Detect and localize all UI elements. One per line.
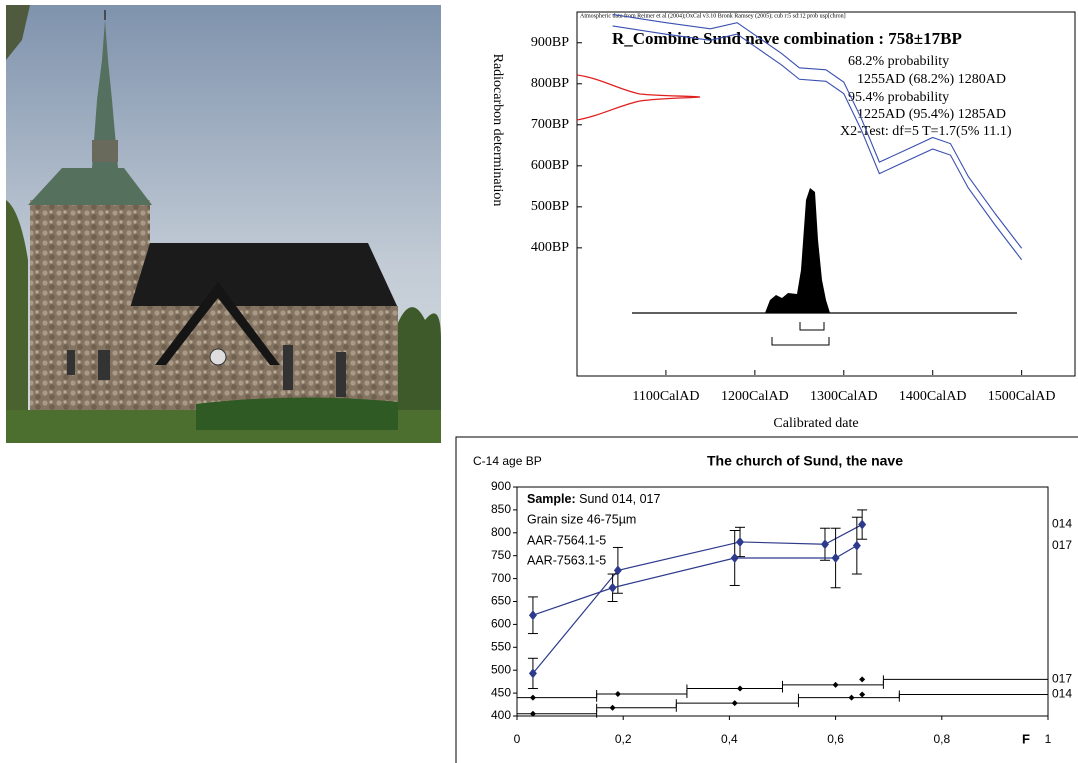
church-photo [6, 5, 441, 443]
y-tick-label: 900 [491, 479, 511, 493]
measured-distribution [576, 74, 701, 121]
data-point [852, 540, 861, 551]
y-tick-label: 800BP [531, 76, 569, 91]
y-tick-label: 600BP [531, 158, 569, 173]
range-point [832, 681, 839, 688]
x-tick-label: 1500CalAD [988, 389, 1056, 404]
x-tick-label: 1200CalAD [721, 389, 789, 404]
x-tick-label: 1100CalAD [632, 389, 699, 404]
x-tick-label: 0,6 [827, 732, 844, 746]
y-tick-label: 650 [491, 594, 511, 608]
range-68 [799, 322, 825, 331]
data-point [608, 582, 617, 593]
data-point [820, 539, 829, 550]
x-axis-label: F [1022, 731, 1030, 746]
annotation: 1225AD (95.4%) 1285AD [857, 107, 1006, 122]
sample-line: Grain size 46-75µm [527, 512, 636, 526]
sample-line: AAR-7563.1-5 [527, 553, 606, 567]
annotation: 1255AD (68.2%) 1280AD [857, 72, 1006, 87]
data-point [528, 610, 537, 621]
y-tick-label: 750 [491, 548, 511, 562]
calibration-plot: Atmospheric data from Reimer et al (2004… [490, 11, 1076, 431]
data-point [730, 552, 739, 563]
x-tick-label: 0,4 [721, 732, 738, 746]
series-label: 017 [1052, 672, 1072, 686]
calibration-curve [612, 13, 1023, 249]
tree [6, 200, 28, 420]
nave-roof [130, 243, 398, 308]
y-tick-label: 450 [491, 685, 511, 699]
y-tick-label: 700 [491, 571, 511, 585]
hedge [196, 397, 398, 430]
sample-box: Sample: Sund 014, 017 [527, 492, 660, 506]
rose-window [209, 348, 227, 366]
data-point [831, 552, 840, 563]
range-point [614, 691, 621, 698]
chart-title: The church of Sund, the nave [707, 453, 903, 469]
y-tick-label: 800 [491, 525, 511, 539]
spire [92, 20, 118, 168]
data-point [858, 519, 867, 530]
chart-title: R_Combine Sund nave combination : 758±17… [612, 29, 962, 48]
calibrated-distribution [765, 188, 830, 313]
range-point [609, 704, 616, 711]
window [67, 350, 75, 375]
range-95 [771, 337, 830, 346]
range-point [859, 676, 866, 683]
y-tick-label: 500 [491, 662, 511, 676]
y-tick-label: 850 [491, 502, 511, 516]
series-label: 014 [1052, 687, 1072, 701]
range-point [529, 710, 536, 717]
range-point [859, 691, 866, 698]
window [336, 352, 346, 397]
y-tick-label: 900BP [531, 35, 569, 50]
series-label: 014 [1052, 517, 1072, 531]
x-axis-label: Calibrated date [773, 416, 858, 431]
x-tick-label: 1300CalAD [810, 389, 878, 404]
y-tick-label: 550 [491, 639, 511, 653]
data-point [528, 668, 537, 679]
window [283, 345, 293, 390]
calibration-curve [612, 25, 1023, 261]
sample-text: Sund 014, 017 [579, 492, 660, 506]
sund-chart: The church of Sund, the nave C-14 age BP… [455, 436, 1078, 763]
data-point [613, 565, 622, 576]
tree [6, 5, 30, 60]
x-tick-label: 1400CalAD [899, 389, 967, 404]
y-tick-label: 500BP [531, 199, 569, 214]
x-tick-label: 0,8 [933, 732, 950, 746]
x-tick-label: 0,2 [615, 732, 632, 746]
range-point [737, 685, 744, 692]
chart-frame [455, 436, 1078, 763]
y-tick-label: 400BP [531, 240, 569, 255]
y-tick-label: 600 [491, 617, 511, 631]
data-point [736, 536, 745, 547]
y-tick-label: 700BP [531, 117, 569, 132]
x-tick-label: 1 [1045, 732, 1052, 746]
sample-line: AAR-7564.1-5 [527, 533, 606, 547]
series-label: 017 [1052, 538, 1072, 552]
x-tick-label: 0 [514, 732, 521, 746]
y-tick-label: 400 [491, 708, 511, 722]
sample-label: Sample: [527, 492, 576, 506]
tower-roof [28, 168, 152, 205]
annotation: X2-Test: df=5 T=1.7(5% 11.1) [840, 124, 1012, 139]
range-point [529, 694, 536, 701]
y-axis-label: C-14 age BP [473, 454, 542, 468]
window [98, 350, 110, 380]
annotation: 68.2% probability [848, 54, 949, 69]
range-point [848, 694, 855, 701]
plot-frame [576, 11, 1076, 377]
source-note: Atmospheric data from Reimer et al (2004… [580, 12, 846, 19]
tree [395, 307, 441, 420]
range-point [731, 700, 738, 707]
spire-base [92, 140, 118, 162]
y-axis-label: Radiocarbon determination [490, 54, 505, 207]
annotation: 95.4% probability [848, 90, 949, 105]
